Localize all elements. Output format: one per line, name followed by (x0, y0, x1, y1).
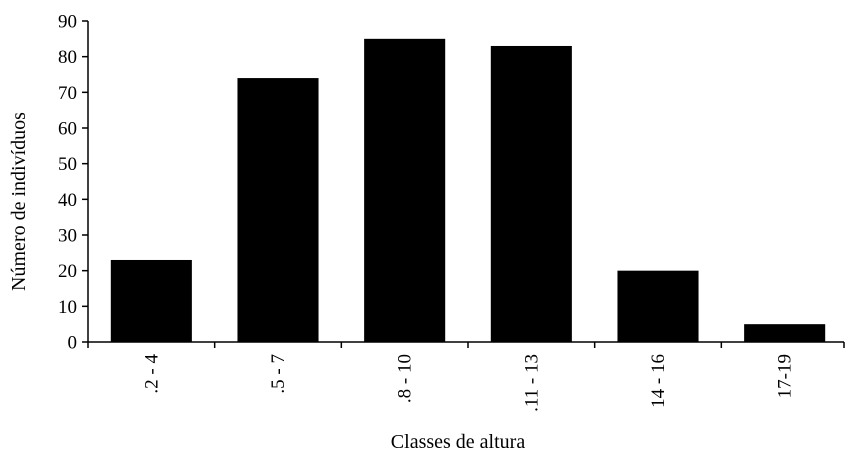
y-tick-label-6: 60 (58, 119, 77, 140)
y-tick-label-8: 80 (58, 47, 77, 68)
bar-1 (237, 78, 319, 342)
x-category-label-4: 14 - 16 (648, 354, 669, 408)
y-axis-ticks: 0 10 20 30 40 50 60 70 80 90 (58, 12, 88, 354)
x-category-label-2: .8 - 10 (395, 354, 416, 403)
y-tick-label-4: 40 (58, 190, 77, 211)
bar-0 (110, 259, 192, 342)
bars-group (110, 38, 826, 342)
x-axis-title: Classes de altura (391, 431, 526, 453)
y-tick-label-5: 50 (58, 154, 77, 175)
x-category-label-0: .2 - 4 (141, 354, 162, 394)
y-tick-label-0: 0 (68, 333, 78, 354)
y-tick-label-2: 20 (58, 261, 77, 282)
y-axis-title: Número de indivíduos (8, 112, 30, 291)
axes-group (87, 21, 844, 343)
y-tick-label-9: 90 (58, 12, 77, 33)
y-tick-label-7: 70 (58, 83, 77, 104)
bar-4 (617, 270, 699, 342)
x-category-label-3: .11 - 13 (521, 354, 542, 412)
y-tick-label-1: 10 (58, 297, 77, 318)
y-tick-label-3: 30 (58, 226, 77, 247)
x-category-label-5: 17-19 (775, 354, 796, 398)
bar-2 (364, 38, 446, 342)
bar-3 (490, 45, 572, 342)
x-axis-ticks: .2 - 4 .5 - 7 .8 - 10 .11 - 13 14 - 16 17-19 (87, 342, 845, 412)
x-category-label-1: .5 - 7 (268, 354, 289, 394)
bar-5 (744, 324, 826, 342)
